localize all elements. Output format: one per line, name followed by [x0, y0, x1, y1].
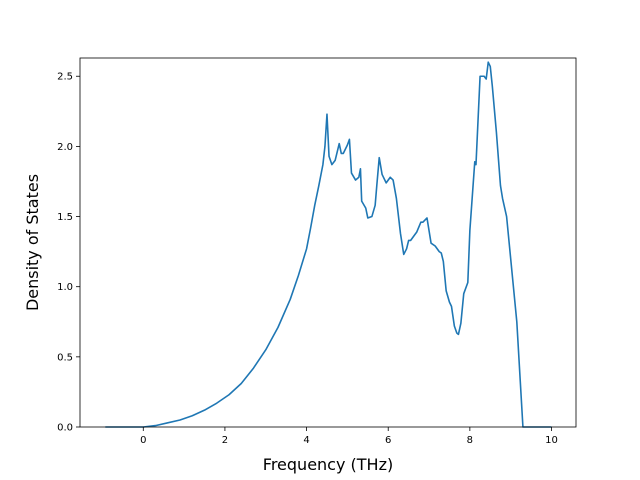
axes-frame — [79, 57, 577, 428]
y-tick-label: 2.5 — [57, 72, 73, 83]
y-tick-label: 1.0 — [57, 282, 73, 293]
dos-series-line-0 — [105, 61, 552, 428]
y-axis-ticks: 0.0 0.5 1.0 1.5 2.0 2.5 — [57, 72, 80, 434]
x-tick-label: 2 — [222, 435, 228, 446]
y-axis-label: Density of States — [23, 174, 42, 311]
x-tick-label: 0 — [140, 435, 146, 446]
x-axis-label: Frequency (THz) — [263, 455, 393, 474]
x-axis-ticks: 0 2 4 6 8 10 — [140, 427, 558, 446]
y-tick-label: 1.5 — [57, 212, 73, 223]
x-tick-label: 4 — [303, 435, 309, 446]
plot-area — [105, 61, 552, 428]
y-tick-label: 0.0 — [57, 423, 73, 434]
x-tick-label: 10 — [545, 435, 558, 446]
x-tick-label: 6 — [385, 435, 391, 446]
x-tick-label: 8 — [467, 435, 473, 446]
y-tick-label: 0.5 — [57, 352, 73, 363]
y-tick-label: 2.0 — [57, 142, 73, 153]
